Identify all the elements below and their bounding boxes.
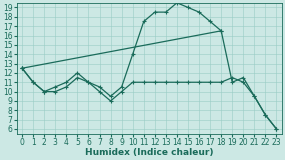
X-axis label: Humidex (Indice chaleur): Humidex (Indice chaleur): [85, 148, 213, 157]
